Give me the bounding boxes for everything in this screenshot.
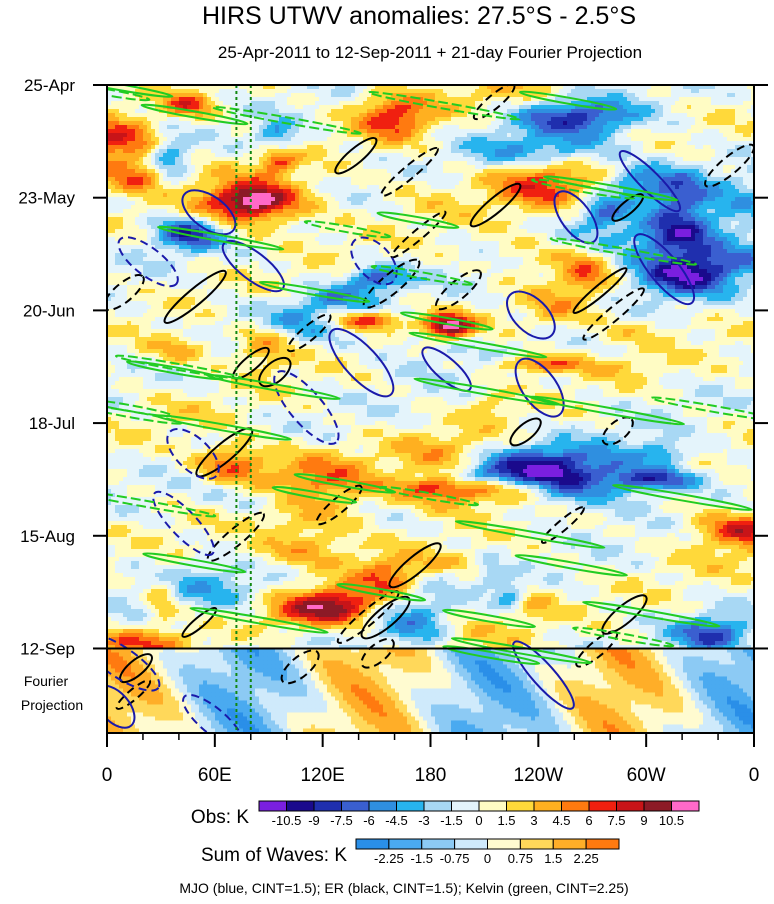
colorbar-swatch [452, 801, 480, 811]
colorbar-swatch [287, 801, 315, 811]
colorbar-tick-label: -7.5 [330, 813, 352, 828]
obs-colorbar: -10.5 -9 -7.5 -6 -4.5 -3 -1.5 0 1.5 3 4.5 6 7.5 9 10.5 [259, 801, 699, 828]
colorbar-tick-label: -2.25 [374, 851, 404, 866]
y-tick-label: 20-Jun [23, 301, 75, 320]
colorbar-tick-label: -1.5 [411, 851, 433, 866]
colorbar-tick-label: -9 [308, 813, 320, 828]
colorbar-swatch [389, 839, 422, 849]
colorbar-swatch [259, 801, 287, 811]
contour-legend: MJO (blue, CINT=1.5); ER (black, CINT=1.… [179, 880, 628, 896]
projection-label-line-2: Projection [21, 697, 83, 713]
y-tick-label: 18-Jul [29, 414, 75, 433]
colorbar-tick-label: 0.75 [508, 851, 533, 866]
colorbar-tick-label: -0.75 [440, 851, 470, 866]
colorbar-swatch [672, 801, 700, 811]
y-tick-label: 12-Sep [20, 639, 75, 658]
waves-colorbar-label: Sum of Waves: K [201, 845, 347, 866]
colorbar-swatch [488, 839, 521, 849]
colorbar-tick-label: 1.5 [544, 851, 562, 866]
colorbar-swatch [617, 801, 645, 811]
colorbar-swatch [589, 801, 617, 811]
y-tick-label: 15-Aug [20, 527, 75, 546]
obs-colorbar-label: Obs: K [191, 807, 249, 828]
projection-label-line-1: Fourier [24, 673, 69, 689]
colorbar-swatch [562, 801, 590, 811]
plot-area [56, 73, 774, 754]
x-tick-label: 120W [514, 765, 564, 786]
waves-colorbar: -2.25 -1.5 -0.75 0 0.75 1.5 2.25 [356, 839, 619, 866]
x-tick-label: 0 [102, 765, 113, 786]
colorbar-swatch [356, 839, 389, 849]
colorbar-tick-label: 7.5 [607, 813, 625, 828]
colorbar-swatch [479, 801, 507, 811]
colorbar-swatch [586, 839, 619, 849]
colorbar-tick-label: 1.5 [497, 813, 515, 828]
colorbar-tick-label: 0 [484, 851, 491, 866]
colorbar-tick-label: -6 [363, 813, 375, 828]
y-tick-label: 23-May [18, 189, 75, 208]
chart-title: HIRS UTWV anomalies: 27.5°S - 2.5°S [202, 2, 636, 30]
x-tick-label: 180 [415, 765, 447, 786]
colorbar-swatch [397, 801, 425, 811]
projection-anomaly-field [107, 648, 756, 737]
colorbar-swatch [314, 801, 342, 811]
y-tick-label: 25-Apr [24, 76, 75, 95]
colorbar-tick-label: -1.5 [440, 813, 462, 828]
colorbar-tick-label: 6 [585, 813, 592, 828]
obs-anomaly-field [107, 85, 756, 650]
colorbar-swatch [644, 801, 672, 811]
colorbar-swatch [342, 801, 370, 811]
colorbar-swatch [520, 839, 553, 849]
chart-subtitle: 25-Apr-2011 to 12-Sep-2011 + 21-day Four… [218, 43, 642, 62]
x-tick-label: 120E [300, 765, 344, 786]
colorbar-tick-label: 4.5 [552, 813, 570, 828]
colorbar-tick-label: 9 [640, 813, 647, 828]
colorbar-tick-label: 0 [475, 813, 482, 828]
x-axis: 0 60E 120E 180 120W 60W 0 [102, 733, 760, 786]
colorbar-swatch [534, 801, 562, 811]
colorbar-swatch [553, 839, 586, 849]
colorbar-tick-label: 3 [530, 813, 537, 828]
colorbar-swatch [422, 839, 455, 849]
colorbar-tick-label: -3 [418, 813, 430, 828]
colorbar-tick-label: 2.25 [573, 851, 598, 866]
colorbar-swatch [424, 801, 452, 811]
x-tick-label: 60E [198, 765, 232, 786]
colorbar-swatch [507, 801, 535, 811]
colorbar-swatch [455, 839, 488, 849]
colorbar-tick-label: -4.5 [385, 813, 407, 828]
colorbar-tick-label: -10.5 [272, 813, 302, 828]
x-tick-label: 0 [749, 765, 760, 786]
colorbar-tick-label: 10.5 [659, 813, 684, 828]
colorbar-swatch [369, 801, 397, 811]
x-tick-label: 60W [627, 765, 666, 786]
